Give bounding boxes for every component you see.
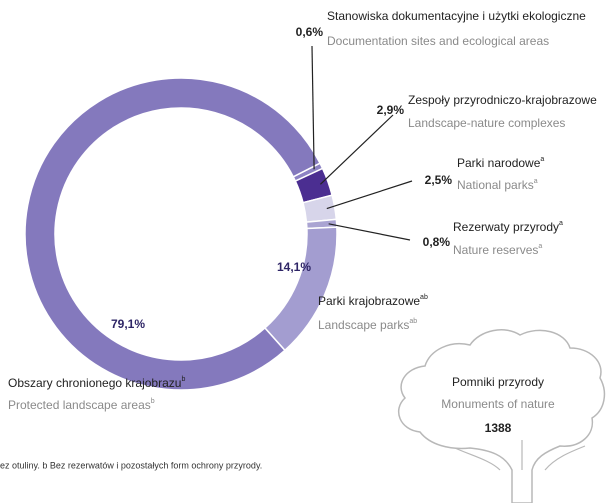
footnote-mark: b bbox=[151, 398, 155, 405]
value-label: 0,6% bbox=[296, 25, 324, 39]
footnote-mark: a bbox=[534, 178, 538, 185]
category-label: Parki krajobrazoweab bbox=[318, 294, 428, 308]
value-label: 79,1% bbox=[111, 317, 145, 331]
category-label: Rezerwaty przyrodya bbox=[453, 220, 563, 234]
footnote-mark: ab bbox=[420, 294, 428, 301]
leader-line bbox=[319, 114, 394, 185]
category-label: Obszary chronionego krajobrazub bbox=[8, 376, 185, 390]
category-label-en: Landscape parksab bbox=[318, 318, 417, 332]
category-label-en: Landscape-nature complexes bbox=[408, 116, 565, 130]
category-label-en: Documentation sites and ecological areas bbox=[327, 34, 549, 48]
category-name-en: National parks bbox=[457, 178, 534, 192]
category-name-en: Protected landscape areas bbox=[8, 398, 151, 412]
footnote-mark: a bbox=[559, 220, 563, 227]
leader-line bbox=[326, 180, 413, 210]
value-label: 0,8% bbox=[423, 235, 451, 249]
monument-title: Pomniki przyrody bbox=[452, 375, 544, 389]
category-name: Zespoły przyrodniczo-krajobrazowe bbox=[408, 93, 597, 107]
footnote-mark: a bbox=[540, 156, 544, 163]
category-label: Stanowiska dokumentacyjne i użytki ekolo… bbox=[327, 9, 586, 23]
category-name-en: Documentation sites and ecological areas bbox=[327, 34, 549, 48]
tree-branch bbox=[454, 440, 586, 471]
leader-line bbox=[311, 45, 315, 170]
footnote-mark: a bbox=[538, 243, 542, 250]
value-label: 2,9% bbox=[377, 103, 405, 117]
monument-value: 1388 bbox=[485, 421, 512, 435]
category-label: Zespoły przyrodniczo-krajobrazowe bbox=[408, 93, 597, 107]
monument-title-en: Monuments of nature bbox=[441, 397, 555, 411]
category-name: Parki krajobrazowe bbox=[318, 294, 420, 308]
category-name: Obszary chronionego krajobrazu bbox=[8, 376, 181, 390]
category-label: Parki narodowea bbox=[457, 156, 544, 170]
category-name: Stanowiska dokumentacyjne i użytki ekolo… bbox=[327, 9, 586, 23]
category-label-en: Nature reservesa bbox=[453, 243, 542, 257]
footnote-mark: ab bbox=[409, 318, 417, 325]
category-name: Parki narodowe bbox=[457, 156, 541, 170]
category-label-en: Protected landscape areasb bbox=[8, 398, 155, 412]
category-name-en: Landscape parks bbox=[318, 318, 409, 332]
category-name: Rezerwaty przyrody bbox=[453, 220, 559, 234]
footnote: ez otuliny. b Bez rezerwatów i pozostały… bbox=[0, 460, 262, 470]
category-name-en: Landscape-nature complexes bbox=[408, 116, 565, 130]
tree bbox=[398, 329, 606, 503]
donut-segment bbox=[24, 77, 322, 391]
category-name-en: Nature reserves bbox=[453, 243, 538, 257]
value-label: 14,1% bbox=[277, 260, 311, 274]
leader-line bbox=[328, 223, 411, 241]
footnote-mark: b bbox=[181, 376, 185, 383]
category-label-en: National parksa bbox=[457, 178, 538, 192]
value-label: 2,5% bbox=[425, 173, 453, 187]
